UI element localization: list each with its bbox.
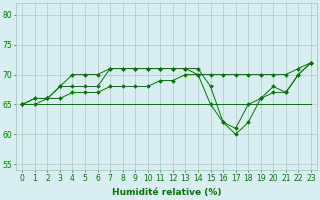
X-axis label: Humidité relative (%): Humidité relative (%) — [112, 188, 221, 197]
